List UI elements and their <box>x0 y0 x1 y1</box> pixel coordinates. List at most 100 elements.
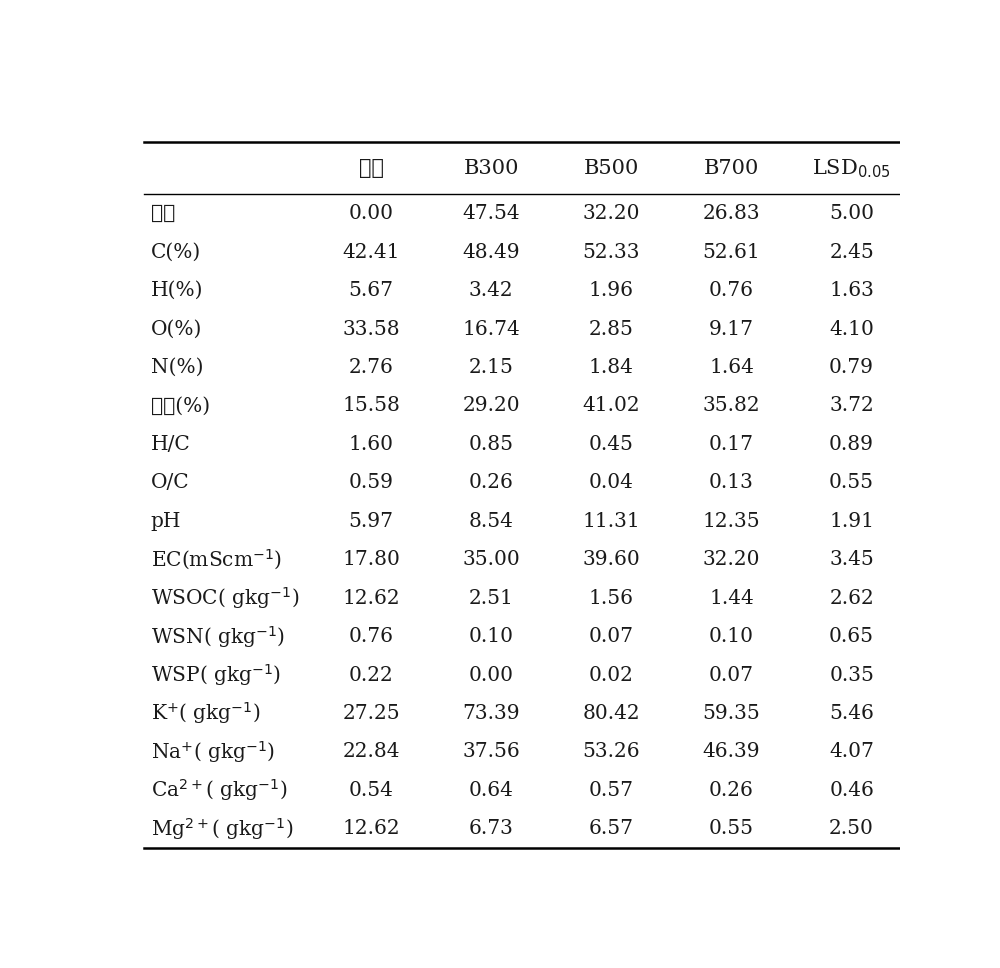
Text: 0.89: 0.89 <box>829 435 874 454</box>
Text: WSN( gkg$^{-1}$): WSN( gkg$^{-1}$) <box>151 623 285 650</box>
Text: 1.84: 1.84 <box>589 358 634 377</box>
Text: Na$^{+}$( gkg$^{-1}$): Na$^{+}$( gkg$^{-1}$) <box>151 739 275 765</box>
Text: 1.60: 1.60 <box>349 435 394 454</box>
Text: 4.07: 4.07 <box>829 742 874 762</box>
Text: 0.10: 0.10 <box>709 627 754 646</box>
Text: 41.02: 41.02 <box>582 397 640 415</box>
Text: 22.84: 22.84 <box>342 742 400 762</box>
Text: WSP( gkg$^{-1}$): WSP( gkg$^{-1}$) <box>151 662 281 688</box>
Text: 0.57: 0.57 <box>589 781 634 800</box>
Text: 46.39: 46.39 <box>703 742 760 762</box>
Text: 26.83: 26.83 <box>703 204 760 224</box>
Text: 42.41: 42.41 <box>342 243 400 261</box>
Text: 48.49: 48.49 <box>462 243 520 261</box>
Text: B300: B300 <box>463 159 519 178</box>
Text: B700: B700 <box>704 159 759 178</box>
Text: Ca$^{2+}$( gkg$^{-1}$): Ca$^{2+}$( gkg$^{-1}$) <box>151 777 287 803</box>
Text: 8.54: 8.54 <box>469 512 514 530</box>
Text: 0.35: 0.35 <box>829 666 874 684</box>
Text: 1.44: 1.44 <box>709 589 754 608</box>
Text: 0.02: 0.02 <box>589 666 634 684</box>
Text: 12.62: 12.62 <box>342 589 400 608</box>
Text: 5.67: 5.67 <box>349 281 394 300</box>
Text: 2.85: 2.85 <box>589 319 634 339</box>
Text: 0.26: 0.26 <box>709 781 754 800</box>
Text: 11.31: 11.31 <box>582 512 640 530</box>
Text: 5.46: 5.46 <box>829 704 874 723</box>
Text: 59.35: 59.35 <box>703 704 760 723</box>
Text: 6.73: 6.73 <box>469 819 514 838</box>
Text: 灰分(%): 灰分(%) <box>151 397 210 415</box>
Text: Mg$^{2+}$( gkg$^{-1}$): Mg$^{2+}$( gkg$^{-1}$) <box>151 816 293 842</box>
Text: 1.56: 1.56 <box>589 589 634 608</box>
Text: 32.20: 32.20 <box>583 204 640 224</box>
Text: 1.96: 1.96 <box>589 281 634 300</box>
Text: 0.85: 0.85 <box>469 435 514 454</box>
Text: 2.62: 2.62 <box>829 589 874 608</box>
Text: 73.39: 73.39 <box>462 704 520 723</box>
Text: 0.79: 0.79 <box>829 358 874 377</box>
Text: 4.10: 4.10 <box>829 319 874 339</box>
Text: 0.55: 0.55 <box>709 819 754 838</box>
Text: 0.45: 0.45 <box>589 435 634 454</box>
Text: 5.97: 5.97 <box>349 512 394 530</box>
Text: 2.15: 2.15 <box>469 358 514 377</box>
Text: 0.04: 0.04 <box>589 473 634 493</box>
Text: pH: pH <box>151 512 181 530</box>
Text: 12.62: 12.62 <box>342 819 400 838</box>
Text: 3.42: 3.42 <box>469 281 514 300</box>
Text: 0.22: 0.22 <box>349 666 393 684</box>
Text: EC(mScm$^{-1}$): EC(mScm$^{-1}$) <box>151 548 281 572</box>
Text: 27.25: 27.25 <box>342 704 400 723</box>
Text: O(%): O(%) <box>151 319 202 339</box>
Text: 2.51: 2.51 <box>469 589 514 608</box>
Text: 0.46: 0.46 <box>829 781 874 800</box>
Text: 2.50: 2.50 <box>829 819 874 838</box>
Text: 0.65: 0.65 <box>829 627 874 646</box>
Text: 9.17: 9.17 <box>709 319 754 339</box>
Text: 1.91: 1.91 <box>829 512 874 530</box>
Text: 29.20: 29.20 <box>462 397 520 415</box>
Text: 产量: 产量 <box>151 204 175 224</box>
Text: 0.76: 0.76 <box>709 281 754 300</box>
Text: O/C: O/C <box>151 473 189 493</box>
Text: 15.58: 15.58 <box>342 397 400 415</box>
Text: 0.54: 0.54 <box>349 781 394 800</box>
Text: 0.07: 0.07 <box>589 627 634 646</box>
Text: 52.61: 52.61 <box>703 243 760 261</box>
Text: 2.45: 2.45 <box>829 243 874 261</box>
Text: 53.26: 53.26 <box>582 742 640 762</box>
Text: K$^{+}$( gkg$^{-1}$): K$^{+}$( gkg$^{-1}$) <box>151 701 260 726</box>
Text: 0.00: 0.00 <box>469 666 514 684</box>
Text: 0.59: 0.59 <box>349 473 394 493</box>
Text: 52.33: 52.33 <box>583 243 640 261</box>
Text: 35.82: 35.82 <box>703 397 760 415</box>
Text: H(%): H(%) <box>151 281 203 300</box>
Text: 5.00: 5.00 <box>829 204 874 224</box>
Text: 0.10: 0.10 <box>469 627 514 646</box>
Text: 3.72: 3.72 <box>829 397 874 415</box>
Text: WSOC( gkg$^{-1}$): WSOC( gkg$^{-1}$) <box>151 586 299 611</box>
Text: B500: B500 <box>584 159 639 178</box>
Text: 80.42: 80.42 <box>582 704 640 723</box>
Text: 47.54: 47.54 <box>462 204 520 224</box>
Text: 0.17: 0.17 <box>709 435 754 454</box>
Text: 1.63: 1.63 <box>829 281 874 300</box>
Text: 12.35: 12.35 <box>703 512 760 530</box>
Text: H/C: H/C <box>151 435 190 454</box>
Text: 1.64: 1.64 <box>709 358 754 377</box>
Text: 37.56: 37.56 <box>462 742 520 762</box>
Text: 0.76: 0.76 <box>349 627 394 646</box>
Text: 35.00: 35.00 <box>462 550 520 569</box>
Text: 对照: 对照 <box>359 159 384 178</box>
Text: N(%): N(%) <box>151 358 203 377</box>
Text: 0.13: 0.13 <box>709 473 754 493</box>
Text: LSD$_{0.05}$: LSD$_{0.05}$ <box>812 157 891 180</box>
Text: 39.60: 39.60 <box>582 550 640 569</box>
Text: 0.07: 0.07 <box>709 666 754 684</box>
Text: 32.20: 32.20 <box>703 550 760 569</box>
Text: 0.26: 0.26 <box>469 473 514 493</box>
Text: 6.57: 6.57 <box>589 819 634 838</box>
Text: 2.76: 2.76 <box>349 358 394 377</box>
Text: 0.00: 0.00 <box>349 204 394 224</box>
